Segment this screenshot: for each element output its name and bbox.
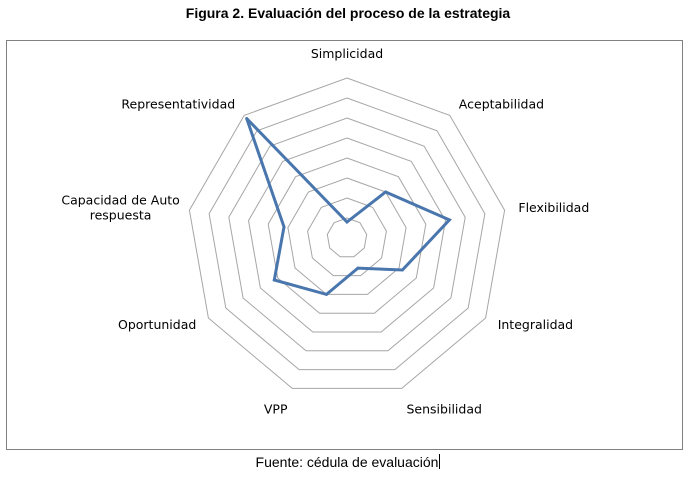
axis-label-1: Aceptabilidad bbox=[459, 97, 544, 112]
figure-caption: Fuente: cédula de evaluación bbox=[0, 454, 696, 470]
axis-label-line: Representatividad bbox=[121, 97, 235, 112]
axis-label-line: Oportunidad bbox=[118, 317, 196, 332]
chart-frame: Simplicidad Aceptabilidad Flexibilidad Inte… bbox=[6, 40, 683, 450]
grid-ring-4 bbox=[267, 157, 427, 314]
grid-ring-7 bbox=[208, 97, 486, 371]
grid-ring-8 bbox=[188, 77, 506, 389]
axis-label-7: Capacidad de Auto respuesta bbox=[61, 192, 179, 222]
axis-label-6: Oportunidad bbox=[118, 317, 196, 332]
axis-label-line: Simplicidad bbox=[311, 46, 383, 61]
data-point-1 bbox=[384, 190, 388, 194]
data-point-5 bbox=[325, 292, 328, 296]
grid-ring-2 bbox=[307, 197, 387, 277]
axis-label-line: Flexibilidad bbox=[518, 200, 589, 215]
data-point-3 bbox=[400, 268, 404, 272]
radar-series bbox=[245, 117, 452, 297]
data-point-6 bbox=[272, 278, 276, 282]
axis-label-line: Sensibilidad bbox=[407, 402, 482, 417]
axis-label-5: VPP bbox=[264, 402, 288, 417]
grid-ring-3 bbox=[287, 177, 407, 295]
caption-text: Fuente: cédula de evaluación bbox=[255, 454, 439, 470]
axis-label-3: Integralidad bbox=[498, 317, 573, 332]
axis-label-line: Aceptabilidad bbox=[459, 97, 544, 112]
data-point-7 bbox=[282, 225, 286, 229]
axis-label-line: respuesta bbox=[90, 207, 152, 222]
grid-ring-6 bbox=[228, 117, 466, 352]
data-point-8 bbox=[245, 117, 249, 120]
axis-label-8: Representatividad bbox=[121, 97, 235, 112]
data-point-2 bbox=[447, 218, 451, 222]
radar-chart: Simplicidad Aceptabilidad Flexibilidad Inte… bbox=[61, 46, 589, 417]
figure-title: Figura 2. Evaluación del proceso de la e… bbox=[185, 5, 511, 21]
radar-grid bbox=[188, 77, 506, 389]
data-point-0 bbox=[345, 220, 349, 224]
axis-label-line: VPP bbox=[264, 402, 288, 417]
axis-label-2: Flexibilidad bbox=[518, 200, 589, 215]
grid-ring-5 bbox=[247, 137, 447, 333]
data-point-4 bbox=[356, 266, 360, 270]
series-line-0 bbox=[245, 117, 452, 297]
axis-label-line: Capacidad de Auto bbox=[61, 192, 179, 207]
axis-label-line: Integralidad bbox=[498, 317, 573, 332]
axis-label-4: Sensibilidad bbox=[407, 402, 482, 417]
grid-ring-1 bbox=[326, 217, 368, 258]
axis-label-0: Simplicidad bbox=[311, 46, 383, 61]
axis-labels: Simplicidad Aceptabilidad Flexibilidad Inte… bbox=[61, 46, 589, 417]
text-cursor bbox=[439, 454, 441, 469]
